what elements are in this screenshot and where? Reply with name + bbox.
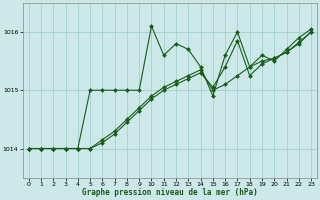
X-axis label: Graphe pression niveau de la mer (hPa): Graphe pression niveau de la mer (hPa) xyxy=(82,188,258,197)
